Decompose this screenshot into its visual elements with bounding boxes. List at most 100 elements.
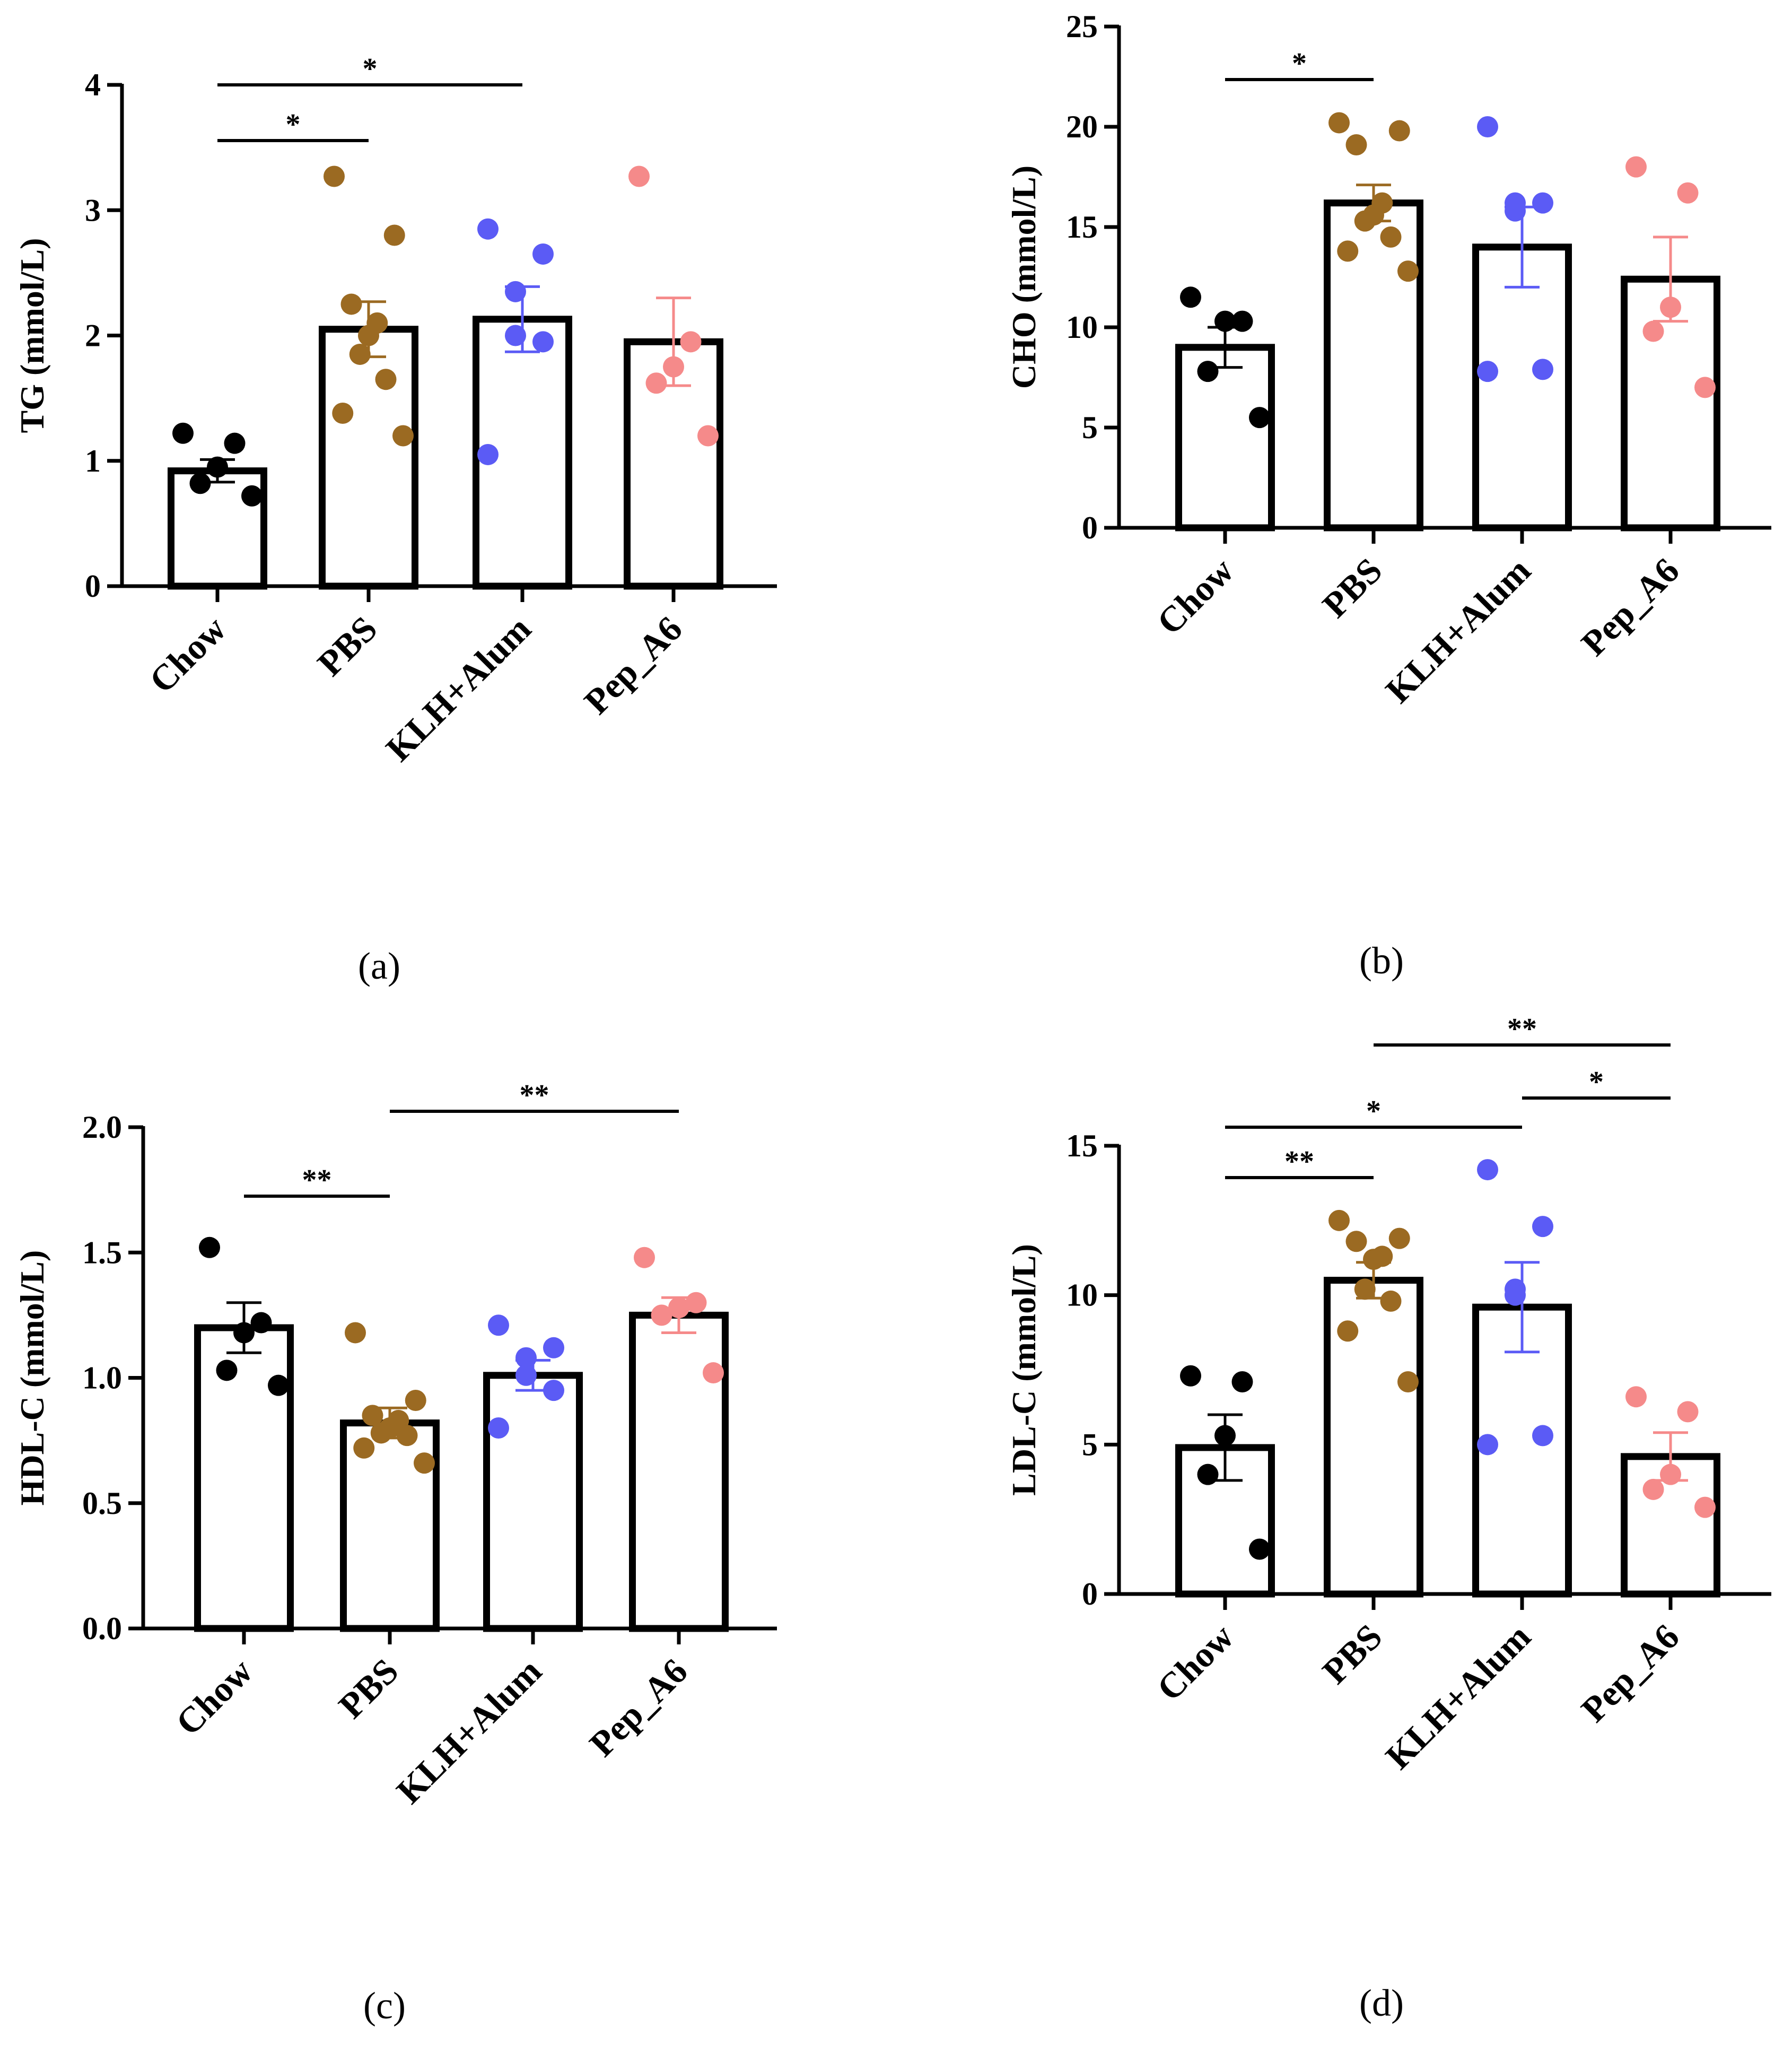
x-tick-label: Pep_A6 (576, 608, 690, 722)
data-point (1354, 210, 1376, 232)
data-point (268, 1374, 289, 1396)
x-tick-label: KLH+Alum (389, 1651, 549, 1811)
significance-label: ** (1284, 1145, 1314, 1178)
significance-label: * (1366, 1095, 1381, 1128)
significance-label: * (286, 108, 301, 141)
data-point (1694, 1496, 1716, 1518)
data-point (353, 1437, 375, 1459)
data-point (488, 1314, 509, 1336)
y-tick-label: 4 (85, 67, 101, 102)
data-point (375, 369, 397, 390)
significance-label: * (363, 53, 378, 85)
data-point (1249, 407, 1270, 429)
data-point (1625, 156, 1647, 178)
significance-label: * (1589, 1066, 1604, 1099)
y-tick-label: 1 (85, 443, 101, 478)
data-point (1677, 182, 1699, 204)
data-point (1532, 359, 1553, 380)
y-tick-label: 1.5 (82, 1235, 122, 1270)
data-point (1660, 297, 1681, 318)
data-point (685, 1292, 707, 1313)
data-point (358, 325, 379, 346)
data-point (340, 293, 362, 315)
x-tick-label: PBS (1315, 1616, 1390, 1692)
data-point (1388, 1227, 1410, 1249)
data-point (1345, 134, 1367, 156)
x-tick-label: Chow (168, 1651, 260, 1743)
data-point (532, 331, 554, 353)
y-axis-title: CHO (mmol/L) (1005, 165, 1043, 389)
data-point (1337, 1320, 1359, 1342)
x-tick-label: Pep_A6 (1574, 550, 1687, 664)
bar-pbs (319, 326, 418, 590)
data-point (1180, 286, 1201, 308)
data-point (345, 1322, 366, 1344)
bar-chow (194, 1324, 294, 1632)
data-point (349, 343, 371, 365)
data-point (1532, 1425, 1553, 1447)
y-tick-label: 1.0 (82, 1361, 122, 1396)
data-point (1197, 361, 1219, 382)
x-tick-label: KLH+Alum (1378, 1616, 1539, 1777)
data-point (1328, 1209, 1350, 1231)
data-point (370, 1422, 392, 1444)
data-point (1477, 116, 1498, 137)
y-axis-title: TG (mmol/L) (13, 238, 51, 433)
data-point (1642, 320, 1664, 342)
data-point (1380, 1290, 1402, 1312)
bar-klh-alum (1472, 243, 1572, 532)
x-tick-label: Chow (142, 608, 234, 701)
data-point (362, 1405, 383, 1426)
data-point (1345, 1231, 1367, 1252)
data-point (1231, 310, 1253, 332)
data-point (1532, 192, 1553, 214)
data-point (1477, 1159, 1498, 1181)
data-point (1214, 1425, 1236, 1447)
data-point (1532, 1216, 1553, 1238)
data-point (1505, 200, 1526, 222)
significance-label: ** (1507, 1013, 1537, 1046)
data-point (1231, 1371, 1253, 1393)
significance-label: ** (520, 1079, 549, 1112)
data-point (1363, 1249, 1384, 1270)
data-point (250, 1312, 272, 1334)
data-point (1477, 1434, 1498, 1456)
y-tick-label: 0.5 (82, 1486, 122, 1521)
data-point (207, 456, 228, 478)
data-point (628, 165, 650, 187)
y-tick-label: 10 (1066, 1278, 1098, 1313)
data-point (515, 1364, 537, 1386)
panel-a-caption: (a) (358, 945, 400, 987)
data-point (224, 432, 246, 454)
x-tick-label: Pep_A6 (582, 1651, 695, 1764)
data-point (241, 485, 263, 507)
y-tick-label: 3 (85, 193, 101, 228)
data-point (515, 1347, 537, 1369)
y-tick-label: 2.0 (82, 1110, 122, 1145)
data-point (477, 443, 499, 465)
data-point (477, 218, 499, 240)
data-point (1249, 1538, 1270, 1560)
data-point (668, 1297, 689, 1319)
data-point (1388, 120, 1410, 142)
y-tick-label: 5 (1082, 1427, 1098, 1462)
data-point (1397, 260, 1419, 282)
data-point (1180, 1365, 1201, 1387)
y-tick-label: 10 (1066, 310, 1098, 345)
data-point (199, 1236, 220, 1258)
y-tick-label: 25 (1066, 9, 1098, 44)
data-point (651, 1304, 672, 1326)
data-point (216, 1360, 238, 1381)
data-point (680, 331, 702, 353)
panel-c: (c) 0.0 0.5 1.0 1.5 2.0 HDL-C (mmol/L) Chow PBS… (13, 1079, 777, 2027)
y-tick-label: 15 (1066, 210, 1098, 245)
panel-b: (b) 0 5 10 15 20 25 CHO (mmol/L) Chow PBSKLH+Alu… (1005, 9, 1771, 982)
data-point (233, 1322, 255, 1344)
data-point (532, 243, 554, 265)
data-point (405, 1390, 426, 1412)
panel-d-caption: (d) (1359, 1982, 1404, 2024)
x-tick-label: PBS (331, 1651, 406, 1726)
